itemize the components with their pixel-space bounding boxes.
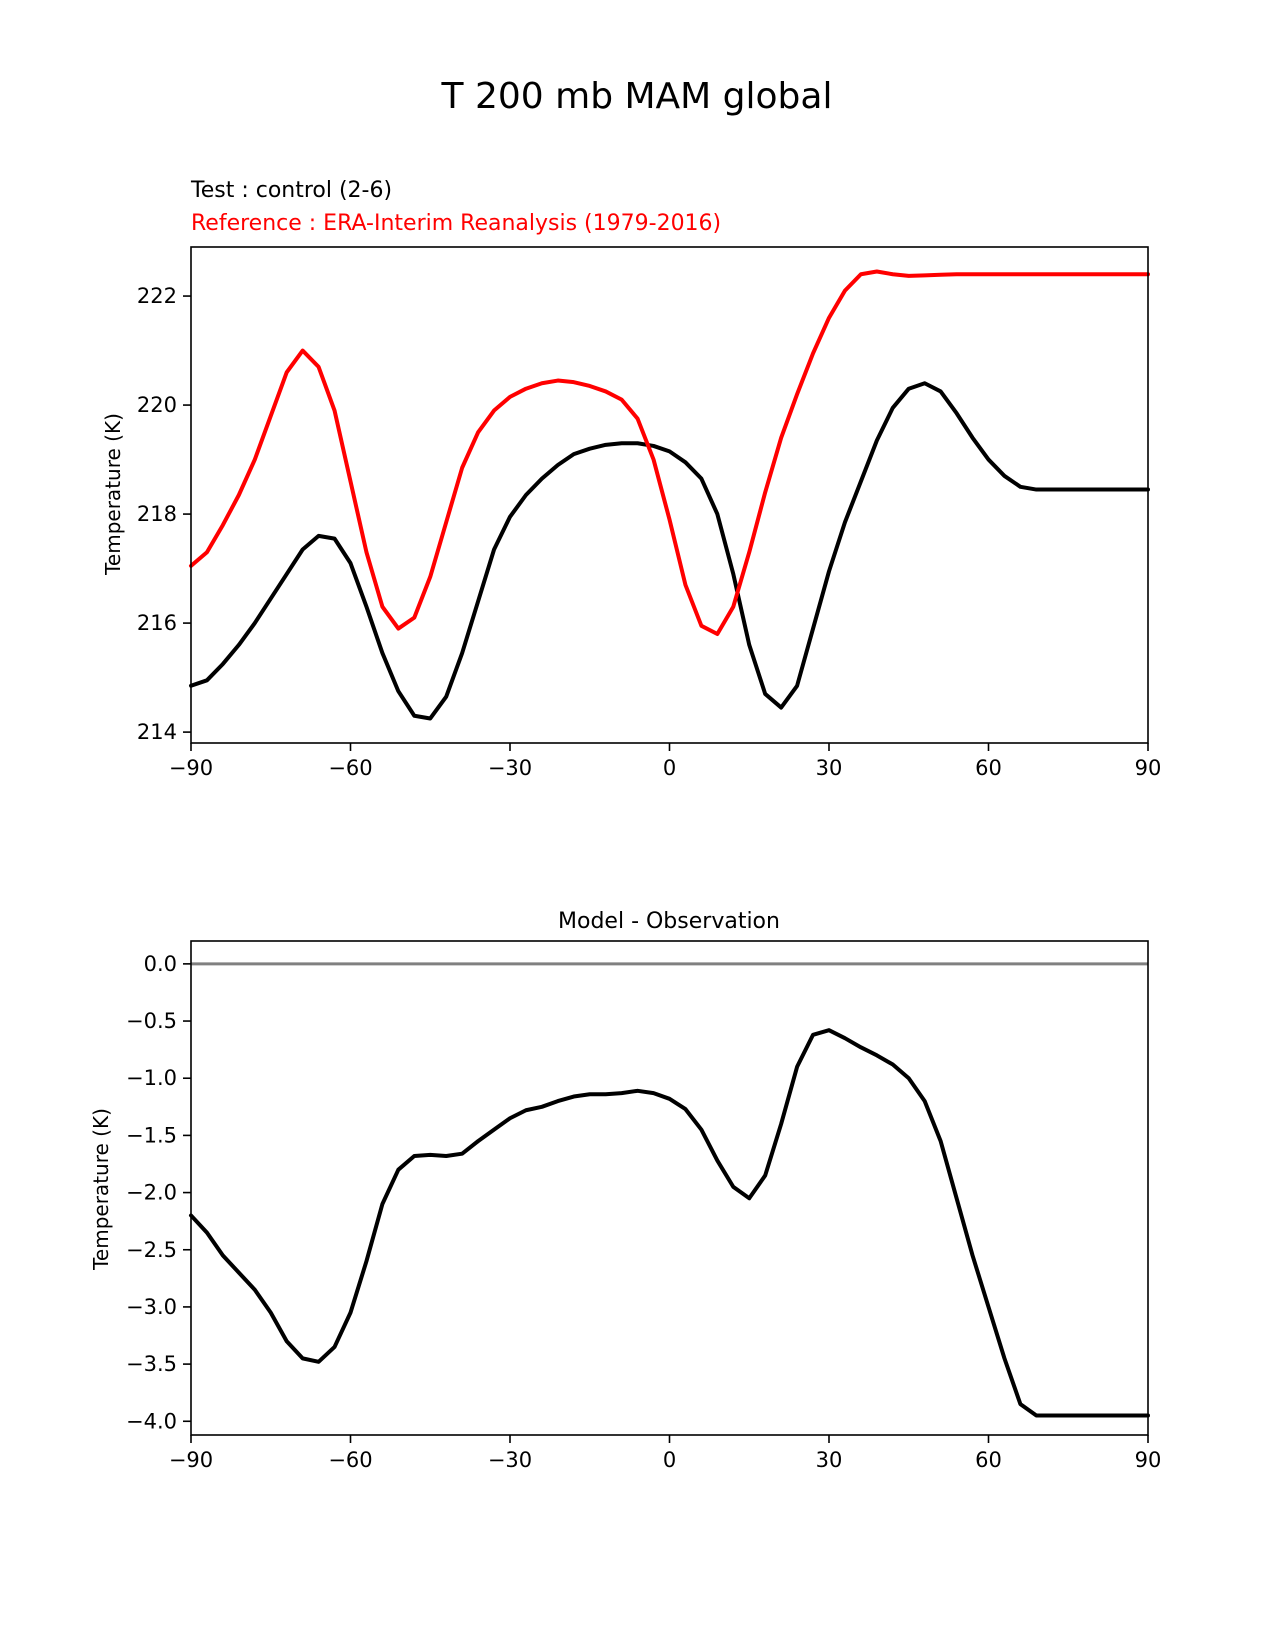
y-tick-label: 214 xyxy=(137,720,177,744)
y-tick-label: 222 xyxy=(137,284,177,308)
x-tick-label: −30 xyxy=(488,1448,532,1472)
x-tick-label: 90 xyxy=(1135,756,1162,780)
figure-title: T 200 mb MAM global xyxy=(441,76,833,117)
x-tick-label: 90 xyxy=(1135,1448,1162,1472)
y-tick-label: −3.5 xyxy=(126,1352,177,1376)
x-tick-label: −60 xyxy=(328,1448,372,1472)
x-tick-label: 0 xyxy=(663,756,676,780)
x-tick-label: −90 xyxy=(169,756,213,780)
y-tick-label: 0.0 xyxy=(144,952,177,976)
bottom-series-layer xyxy=(189,962,1150,1418)
bottom-title: Model - Observation xyxy=(558,909,780,934)
series-line-0-0 xyxy=(189,381,1150,721)
y-tick-label: −3.0 xyxy=(126,1295,177,1319)
top-ylabel: Temperature (K) xyxy=(101,413,125,576)
top-title-reference: Reference : ERA-Interim Reanalysis (1979… xyxy=(191,211,721,236)
bottom-plot-frame xyxy=(190,940,1149,1436)
top-series-layer xyxy=(189,269,1150,721)
y-tick-label: −1.5 xyxy=(126,1123,177,1147)
bottom-ticks-layer: −90 −60 −30 0 30 60 90 0.0 −0.5 −1.0 −1.5 −2.0 −2.5 −… xyxy=(126,952,1161,1472)
x-tick-label: 60 xyxy=(975,756,1002,780)
y-tick-label: 218 xyxy=(137,502,177,526)
top-ticks-layer: −90 −60 −30 0 30 60 90 214 216 218 220 222 xyxy=(137,284,1161,780)
x-tick-label: −90 xyxy=(169,1448,213,1472)
y-tick-label: −0.5 xyxy=(126,1009,177,1033)
top-plot-frame xyxy=(190,246,1149,744)
y-tick-label: 216 xyxy=(137,611,177,635)
bottom-ylabel: Temperature (K) xyxy=(89,1108,113,1271)
x-tick-label: −60 xyxy=(328,756,372,780)
y-tick-label: −2.5 xyxy=(126,1238,177,1262)
series-line-0-1 xyxy=(189,269,1150,636)
y-tick-label: 220 xyxy=(137,393,177,417)
x-tick-label: −30 xyxy=(488,756,532,780)
y-tick-label: −1.0 xyxy=(126,1066,177,1090)
x-tick-label: 30 xyxy=(816,1448,843,1472)
y-tick-label: −4.0 xyxy=(126,1409,177,1433)
series-line-1-0 xyxy=(189,1028,1150,1418)
bottom-panel: Model - Observation Temperature (K) −90−… xyxy=(89,909,1161,1472)
top-panel: Test : control (2-6) Reference : ERA-Int… xyxy=(101,178,1161,780)
x-tick-label: 30 xyxy=(816,756,843,780)
top-title-test: Test : control (2-6) xyxy=(190,178,392,203)
x-tick-label: 60 xyxy=(975,1448,1002,1472)
x-tick-label: 0 xyxy=(663,1448,676,1472)
y-tick-label: −2.0 xyxy=(126,1181,177,1205)
